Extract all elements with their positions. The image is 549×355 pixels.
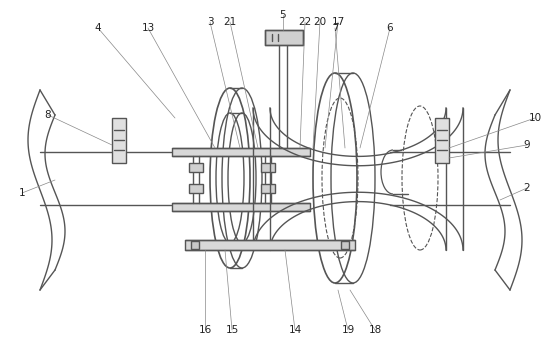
Bar	[185, 240, 355, 250]
Text: 22: 22	[298, 17, 312, 27]
Text: 8: 8	[44, 110, 51, 120]
Text: 21: 21	[223, 17, 237, 27]
Text: 9: 9	[524, 140, 530, 150]
Text: 2: 2	[524, 183, 530, 193]
Text: 15: 15	[226, 325, 239, 335]
Text: 3: 3	[206, 17, 214, 27]
Text: 7: 7	[332, 23, 338, 33]
Text: 13: 13	[142, 23, 155, 33]
Bar	[435, 118, 449, 163]
Text: 5: 5	[279, 10, 287, 20]
Text: 10: 10	[529, 113, 541, 123]
Text: 20: 20	[313, 17, 327, 27]
Bar	[172, 203, 310, 211]
Text: 17: 17	[332, 17, 345, 27]
Bar	[261, 184, 275, 193]
Text: 4: 4	[94, 23, 102, 33]
Bar	[189, 184, 203, 193]
Bar	[341, 241, 349, 249]
Bar	[112, 118, 126, 163]
Bar	[265, 30, 303, 45]
Bar	[189, 163, 203, 172]
Text: 19: 19	[341, 325, 355, 335]
Text: 6: 6	[386, 23, 393, 33]
Bar	[261, 163, 275, 172]
Text: 18: 18	[368, 325, 382, 335]
Text: 16: 16	[198, 325, 211, 335]
Text: 1: 1	[19, 188, 25, 198]
Bar	[172, 148, 310, 156]
Bar	[191, 241, 199, 249]
Text: 14: 14	[288, 325, 301, 335]
